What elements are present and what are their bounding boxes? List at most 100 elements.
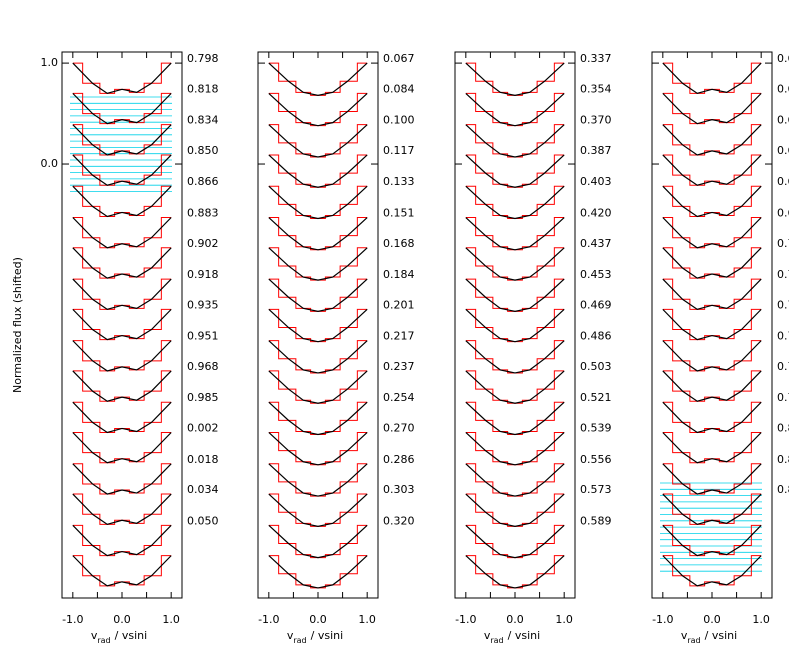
phase-label: 0.539 — [580, 421, 612, 434]
model-profile — [72, 278, 172, 311]
phase-label: 0.951 — [187, 330, 219, 343]
phase-label: 0.486 — [580, 330, 612, 343]
phase-label: 0.818 — [187, 82, 219, 95]
phase-label: 0.6 — [777, 207, 789, 220]
model-profile — [72, 124, 172, 156]
phase-label: 0.866 — [187, 175, 219, 188]
model-profile — [72, 524, 172, 557]
x-tick-label: -1.0 — [62, 613, 83, 626]
phase-label: 0.237 — [383, 360, 415, 373]
model-profile — [662, 247, 762, 279]
phase-label: 0.6 — [777, 175, 789, 188]
model-profile — [465, 185, 565, 220]
observed-profile — [268, 340, 368, 374]
model-profile — [662, 154, 762, 186]
model-profile — [72, 247, 172, 279]
model-profile — [662, 217, 762, 249]
model-profile — [465, 308, 565, 343]
phase-label: 0.286 — [383, 453, 415, 466]
model-profile — [268, 278, 368, 312]
model-profile — [465, 92, 565, 127]
observed-profile — [465, 308, 565, 343]
x-label-rest: / vsini — [115, 629, 148, 642]
observed-profile — [268, 278, 368, 312]
phase-label: 0.503 — [580, 360, 612, 373]
x-label-main: v — [287, 629, 294, 642]
phase-label: 0.201 — [383, 298, 415, 311]
observed-profile — [465, 370, 565, 404]
phase-label: 0.834 — [187, 114, 219, 127]
x-tick-label: 1.0 — [358, 613, 376, 626]
model-profile — [268, 247, 368, 281]
model-profile — [72, 340, 172, 372]
observed-profile — [268, 154, 368, 188]
x-label-sub: rad — [490, 636, 503, 645]
observed-profile — [268, 185, 368, 220]
x-tick-label: 0.0 — [506, 613, 524, 626]
phase-label: 0.7 — [777, 391, 789, 404]
phase-label: 0.6 — [777, 82, 789, 95]
observed-profile — [465, 217, 565, 251]
phase-label: 0.7 — [777, 330, 789, 343]
observed-profile — [268, 370, 368, 404]
x-tick-label: 1.0 — [752, 613, 770, 626]
model-profile — [465, 124, 565, 158]
model-profile — [465, 217, 565, 251]
phase-label: 0.902 — [187, 237, 219, 250]
x-tick-label: 1.0 — [555, 613, 573, 626]
observed-profile — [268, 124, 368, 158]
phase-label: 0.050 — [187, 514, 219, 527]
x-label-main: v — [681, 629, 688, 642]
model-profile — [662, 308, 762, 341]
phase-label: 0.918 — [187, 268, 219, 281]
x-tick-label: -1.0 — [652, 613, 673, 626]
observed-profile — [465, 555, 565, 589]
phase-label: 0.387 — [580, 144, 612, 157]
model-profile — [465, 493, 565, 527]
phase-label: 0.337 — [580, 52, 612, 65]
model-profile — [662, 555, 762, 587]
observed-profile — [268, 555, 368, 589]
x-axis-label: vrad / vsini — [484, 629, 540, 645]
phase-label: 0.7 — [777, 298, 789, 311]
observed-profile — [465, 154, 565, 188]
model-profile — [268, 62, 368, 97]
phase-label: 0.437 — [580, 237, 612, 250]
y-tick-label: 1.0 — [41, 56, 59, 69]
phase-label: 0.254 — [383, 391, 415, 404]
model-profile — [465, 432, 565, 466]
observed-profile — [465, 340, 565, 374]
phase-label: 0.370 — [580, 114, 612, 127]
phase-label: 0.018 — [187, 453, 219, 466]
observed-profile — [465, 524, 565, 559]
model-profile — [662, 185, 762, 218]
phase-label: 0.8 — [777, 421, 789, 434]
model-profile — [465, 463, 565, 497]
panel-frame — [61, 51, 183, 599]
model-profile — [72, 185, 172, 218]
model-profile — [465, 62, 565, 97]
observed-profile — [268, 62, 368, 96]
model-profile — [268, 370, 368, 404]
model-profile — [72, 308, 172, 341]
observed-profile — [465, 247, 565, 281]
model-profile — [268, 340, 368, 374]
x-label-main: v — [91, 629, 98, 642]
model-profile — [465, 370, 565, 404]
x-label-sub: rad — [97, 636, 110, 645]
observed-profile — [268, 217, 368, 251]
phase-label: 0.100 — [383, 114, 415, 127]
phase-label: 0.303 — [383, 483, 415, 496]
phase-label: 0.589 — [580, 514, 612, 527]
observed-profile — [268, 493, 368, 527]
model-profile — [465, 247, 565, 281]
x-tick-label: 0.0 — [113, 613, 131, 626]
x-tick-label: 0.0 — [703, 613, 721, 626]
phase-label: 0.7 — [777, 268, 789, 281]
phase-label: 0.002 — [187, 421, 219, 434]
model-profile — [72, 493, 172, 525]
observed-profile — [268, 524, 368, 559]
phase-label: 0.798 — [187, 52, 219, 65]
model-profile — [662, 524, 762, 557]
phase-label: 0.084 — [383, 82, 415, 95]
